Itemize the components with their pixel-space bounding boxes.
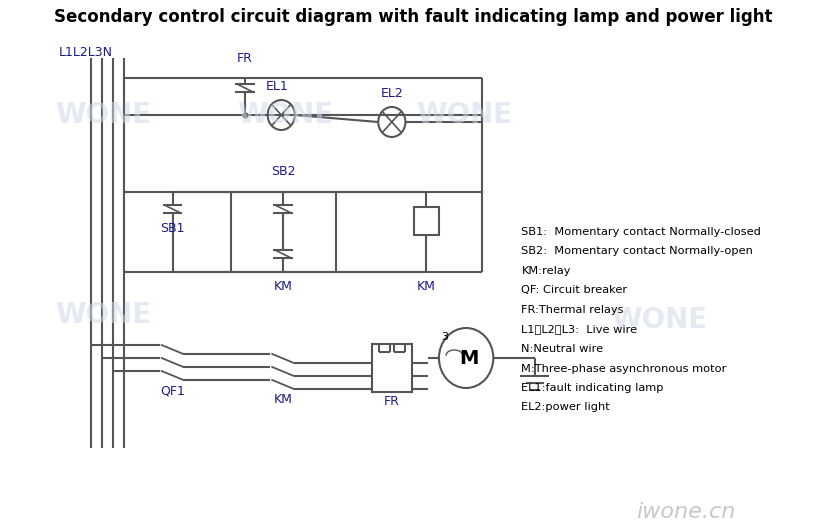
Bar — [372, 344, 412, 392]
Bar — [414, 207, 439, 235]
Text: FR: FR — [237, 52, 253, 65]
Text: N:Neutral wire: N:Neutral wire — [521, 344, 604, 354]
Text: WONE: WONE — [611, 306, 707, 334]
Text: EL1: EL1 — [265, 80, 288, 93]
Text: QF: Circuit breaker: QF: Circuit breaker — [521, 286, 628, 296]
Text: SB2: SB2 — [270, 165, 295, 178]
Text: 3: 3 — [441, 332, 448, 342]
Text: EL2:power light: EL2:power light — [521, 402, 610, 412]
Text: L1L2L3N: L1L2L3N — [59, 46, 112, 58]
Text: KM:relay: KM:relay — [521, 266, 571, 276]
Text: KM: KM — [274, 393, 293, 406]
Text: WONE: WONE — [416, 101, 513, 129]
Text: EL1:fault indicating lamp: EL1:fault indicating lamp — [521, 383, 664, 393]
Text: SB2:  Momentary contact Normally-open: SB2: Momentary contact Normally-open — [521, 246, 753, 257]
Text: KM: KM — [274, 280, 293, 293]
Text: SB1:  Momentary contact Normally-closed: SB1: Momentary contact Normally-closed — [521, 227, 762, 237]
Text: WONE: WONE — [55, 101, 151, 129]
Text: iwone.cn: iwone.cn — [637, 502, 736, 522]
Text: FR:Thermal relays: FR:Thermal relays — [521, 305, 624, 315]
Text: WONE: WONE — [55, 301, 151, 329]
Text: FR: FR — [384, 395, 399, 408]
Text: L1、L2、L3:  Live wire: L1、L2、L3: Live wire — [521, 324, 638, 334]
Text: M: M — [459, 349, 479, 367]
Text: KM: KM — [417, 280, 436, 293]
Text: SB1: SB1 — [160, 222, 184, 235]
Text: QF1: QF1 — [160, 384, 185, 397]
Text: M:Three-phase asynchronous motor: M:Three-phase asynchronous motor — [521, 364, 727, 374]
Text: WONE: WONE — [237, 101, 333, 129]
Text: Secondary control circuit diagram with fault indicating lamp and power light: Secondary control circuit diagram with f… — [55, 8, 772, 26]
Text: EL2: EL2 — [380, 87, 404, 100]
